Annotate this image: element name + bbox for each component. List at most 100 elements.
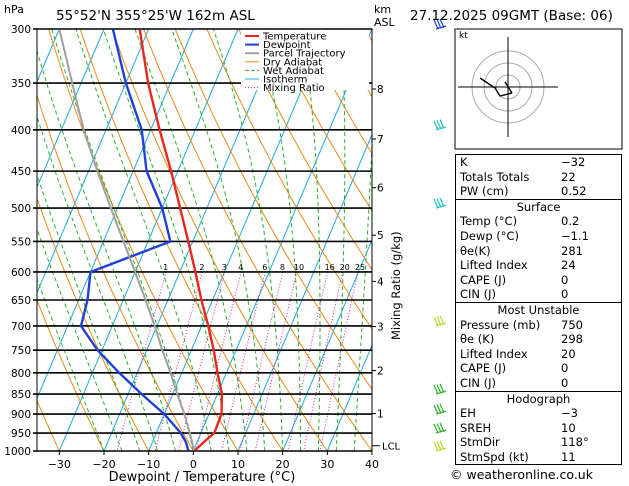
stat-label: CIN (J) bbox=[460, 375, 497, 390]
x-tick-label: −10 bbox=[137, 458, 160, 471]
wind-barb-flag bbox=[436, 19, 442, 29]
stat-value: 0.52 bbox=[561, 184, 587, 199]
stat-label: StmSpd (kt) bbox=[460, 449, 529, 464]
most-unstable-title: Most Unstable bbox=[497, 302, 580, 317]
stat-label: CIN (J) bbox=[460, 287, 497, 302]
wet-adiabat-line bbox=[75, 29, 212, 451]
stat-label: Lifted Index bbox=[460, 258, 528, 273]
stat-row: CAPE (J) 0 bbox=[456, 273, 621, 288]
wet-adiabat-line bbox=[212, 29, 284, 451]
copyright: © weatheronline.co.uk bbox=[450, 467, 593, 482]
stat-row: SREH 10 bbox=[456, 421, 621, 436]
x-tick-label: 30 bbox=[320, 458, 334, 471]
wind-barb-flag bbox=[436, 384, 442, 394]
stat-value: 750 bbox=[561, 317, 583, 332]
stat-value: 22 bbox=[561, 169, 576, 184]
wind-barb-flag bbox=[436, 441, 442, 451]
mixing-ratio-label: 8 bbox=[280, 263, 285, 272]
pressure-tick-label: 450 bbox=[11, 166, 31, 178]
stat-row: StmDir 118° bbox=[456, 435, 621, 450]
surface-section: Surface Temp (°C) 0.2 Dewp (°C) −1.1 θe(K) 28… bbox=[455, 198, 622, 303]
x-tick-label: −30 bbox=[48, 458, 71, 471]
series-line-temperature bbox=[138, 29, 224, 451]
stat-value: −32 bbox=[561, 155, 586, 169]
isotherm-line bbox=[103, 29, 284, 451]
stat-value: 20 bbox=[561, 346, 576, 361]
wind-barb-flag bbox=[439, 383, 445, 394]
km-tick-label: 8 bbox=[377, 84, 384, 96]
stat-value: 281 bbox=[561, 243, 583, 258]
stat-value: 0 bbox=[561, 272, 569, 287]
wind-barb-flag bbox=[439, 119, 445, 129]
wind-barb-flag bbox=[433, 316, 439, 327]
stat-label: Totals Totals bbox=[460, 169, 530, 184]
km-tick-label: 6 bbox=[377, 183, 384, 195]
dry-adiabat-line bbox=[37, 298, 105, 451]
stat-value: 0 bbox=[561, 361, 569, 376]
wet-adiabat-line bbox=[335, 29, 346, 451]
x-tick-label: 0 bbox=[190, 458, 197, 471]
stat-value: 0 bbox=[561, 375, 569, 390]
wind-barb-flag bbox=[439, 440, 445, 451]
stat-label: PW (cm) bbox=[460, 184, 509, 199]
stat-row: K −32 bbox=[456, 155, 621, 170]
wet-adiabat-line bbox=[171, 29, 266, 451]
wind-barb-flag bbox=[436, 119, 442, 130]
stat-row: Totals Totals 22 bbox=[456, 170, 621, 185]
stat-row: θe(K) 281 bbox=[456, 244, 621, 259]
asl-unit-label: ASL bbox=[374, 16, 396, 29]
dry-adiabat-line bbox=[143, 29, 372, 451]
dry-adiabat-line bbox=[206, 29, 372, 330]
wind-barb-flag bbox=[433, 19, 439, 30]
legend-label: Dewpoint bbox=[263, 40, 311, 51]
stat-label: Lifted Index bbox=[460, 346, 528, 361]
stat-row: EH −3 bbox=[456, 406, 621, 421]
pressure-tick-label: 1000 bbox=[4, 446, 31, 458]
isotherm-line bbox=[326, 344, 372, 451]
hodograph-trace bbox=[479, 77, 513, 97]
wind-barb-flag bbox=[433, 384, 439, 395]
hpa-unit-label: hPa bbox=[4, 3, 24, 16]
wind-barb-flag bbox=[433, 423, 439, 434]
stat-label: SREH bbox=[460, 420, 492, 435]
stat-value: 0.2 bbox=[561, 214, 580, 229]
pressure-tick-label: 900 bbox=[11, 409, 31, 421]
dry-adiabat-line bbox=[301, 29, 372, 155]
stat-value: −3 bbox=[561, 406, 578, 421]
stat-row: Dewp (°C) −1.1 bbox=[456, 229, 621, 244]
mixing-ratio-label: 20 bbox=[340, 263, 350, 272]
pressure-tick-label: 700 bbox=[11, 321, 31, 333]
pressure-tick-label: 950 bbox=[11, 428, 31, 440]
wet-adiabat-line bbox=[134, 29, 248, 451]
dry-adiabat-line bbox=[37, 399, 60, 451]
stat-row: StmSpd (kt) 11 bbox=[456, 450, 621, 465]
km-tick-label: 5 bbox=[377, 230, 384, 242]
dry-adiabat-line bbox=[238, 29, 372, 271]
stat-row: CIN (J) 0 bbox=[456, 376, 621, 391]
wind-barb-flag bbox=[436, 316, 442, 326]
stat-row: Temp (°C) 0.2 bbox=[456, 214, 621, 229]
wind-barb-flag bbox=[436, 423, 442, 433]
stat-value: 10 bbox=[561, 420, 576, 435]
wind-barb-flag bbox=[439, 18, 445, 29]
x-tick-label: −20 bbox=[92, 458, 115, 471]
pressure-tick-label: 650 bbox=[11, 295, 31, 307]
stat-row: CIN (J) 0 bbox=[456, 287, 621, 302]
km-tick-label: 2 bbox=[377, 366, 384, 378]
mixing-ratio-label: 25 bbox=[355, 263, 365, 272]
indices-table: K −32 Totals Totals 22 PW (cm) 0.52 bbox=[456, 155, 621, 199]
isotherm-line bbox=[37, 29, 150, 295]
stat-value: 298 bbox=[561, 332, 583, 347]
stat-value: 11 bbox=[561, 449, 576, 464]
pressure-isobars bbox=[33, 28, 372, 452]
km-tick-label: 4 bbox=[377, 276, 384, 288]
legend-label: Mixing Ratio bbox=[263, 83, 325, 94]
wind-barb-flag bbox=[436, 404, 442, 414]
mixing-ratio-line bbox=[195, 271, 242, 451]
x-axis-title: Dewpoint / Temperature (°C) bbox=[109, 470, 296, 485]
mixing-ratio-label: 6 bbox=[262, 263, 267, 272]
isotherm-line bbox=[148, 29, 328, 451]
x-tick-label: 20 bbox=[276, 458, 290, 471]
pressure-tick-label: 600 bbox=[11, 267, 31, 279]
